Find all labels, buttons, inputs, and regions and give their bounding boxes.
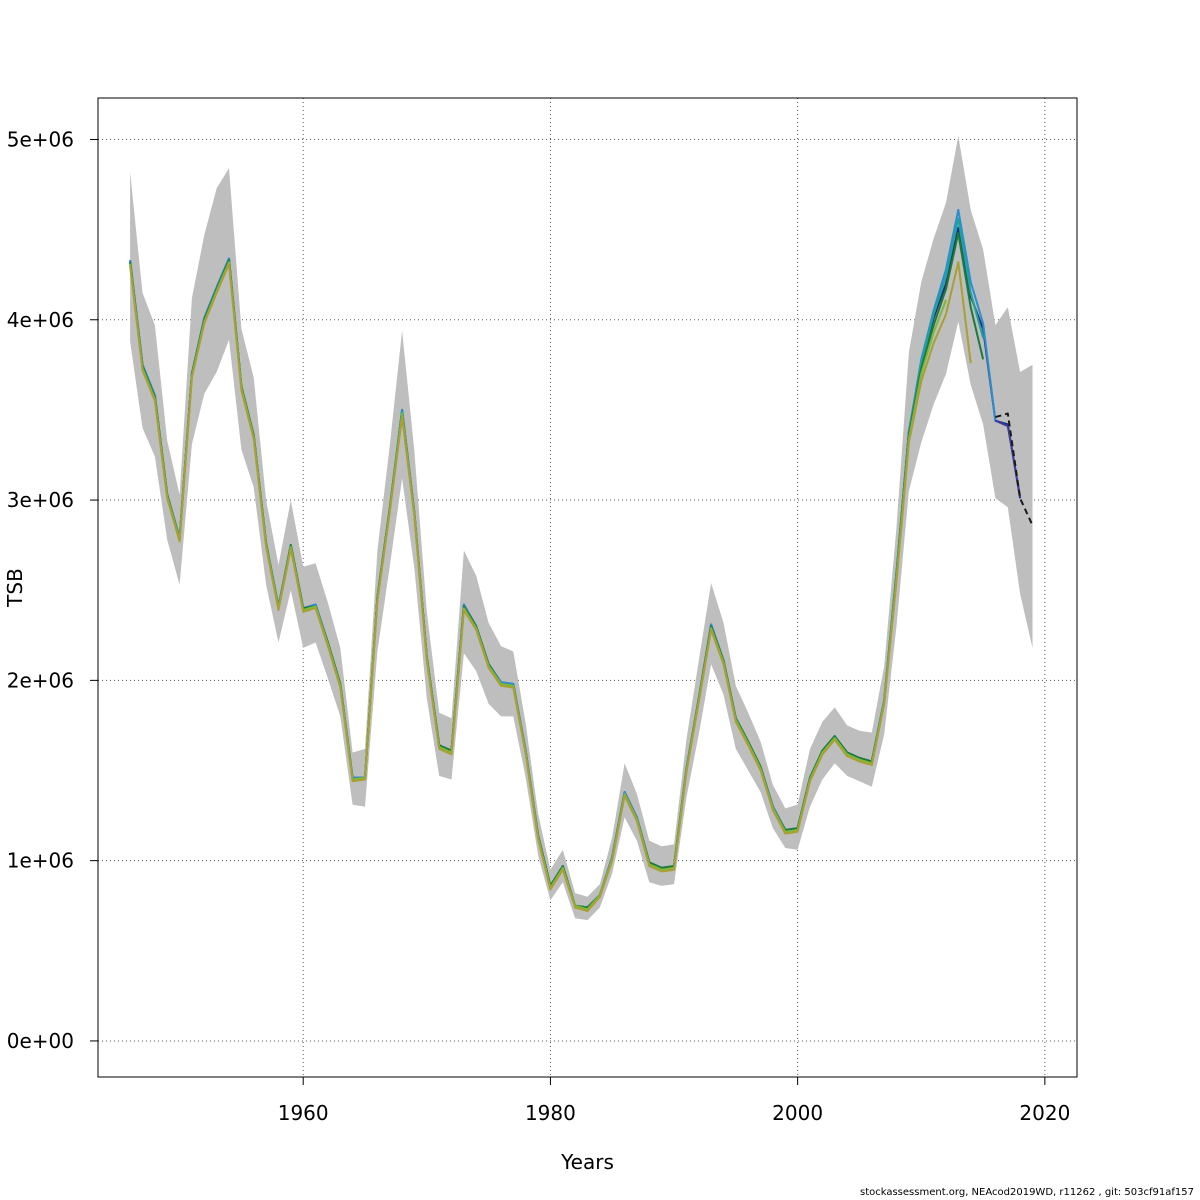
y-tick-label: 3e+06 xyxy=(7,488,74,512)
series-line-8 xyxy=(995,412,1034,526)
confidence-band xyxy=(130,135,1033,921)
x-tick-label: 1960 xyxy=(278,1101,329,1125)
y-tick-label: 2e+06 xyxy=(7,668,74,692)
series-line-6 xyxy=(129,261,972,913)
footer-credit: stockassessment.org, NEAcod2019WD, r1126… xyxy=(859,1187,1194,1198)
y-tick-label: 5e+06 xyxy=(7,127,74,151)
x-tick-label: 2020 xyxy=(1019,1101,1070,1125)
x-tick-label: 2000 xyxy=(772,1101,823,1125)
y-axis-title: TSB xyxy=(3,568,27,608)
x-axis-title: Years xyxy=(560,1150,614,1174)
y-tick-label: 4e+06 xyxy=(7,308,74,332)
series-line-3 xyxy=(129,217,985,909)
grid xyxy=(98,98,1077,1077)
x-tick-label: 1980 xyxy=(525,1101,576,1125)
y-tick-label: 1e+06 xyxy=(7,849,74,873)
series-lines xyxy=(129,208,1034,913)
x-axis: 1960 1980 2000 2020 xyxy=(278,1077,1070,1125)
series-line-4 xyxy=(129,232,985,909)
y-tick-label: 0e+00 xyxy=(7,1029,74,1053)
y-axis: 0e+00 1e+06 2e+06 3e+06 4e+06 5e+06 xyxy=(7,127,98,1053)
series-line-1 xyxy=(129,226,1022,909)
plot-frame xyxy=(97,97,1078,1078)
series-line-5 xyxy=(129,261,947,911)
series-line-2 xyxy=(129,208,997,909)
